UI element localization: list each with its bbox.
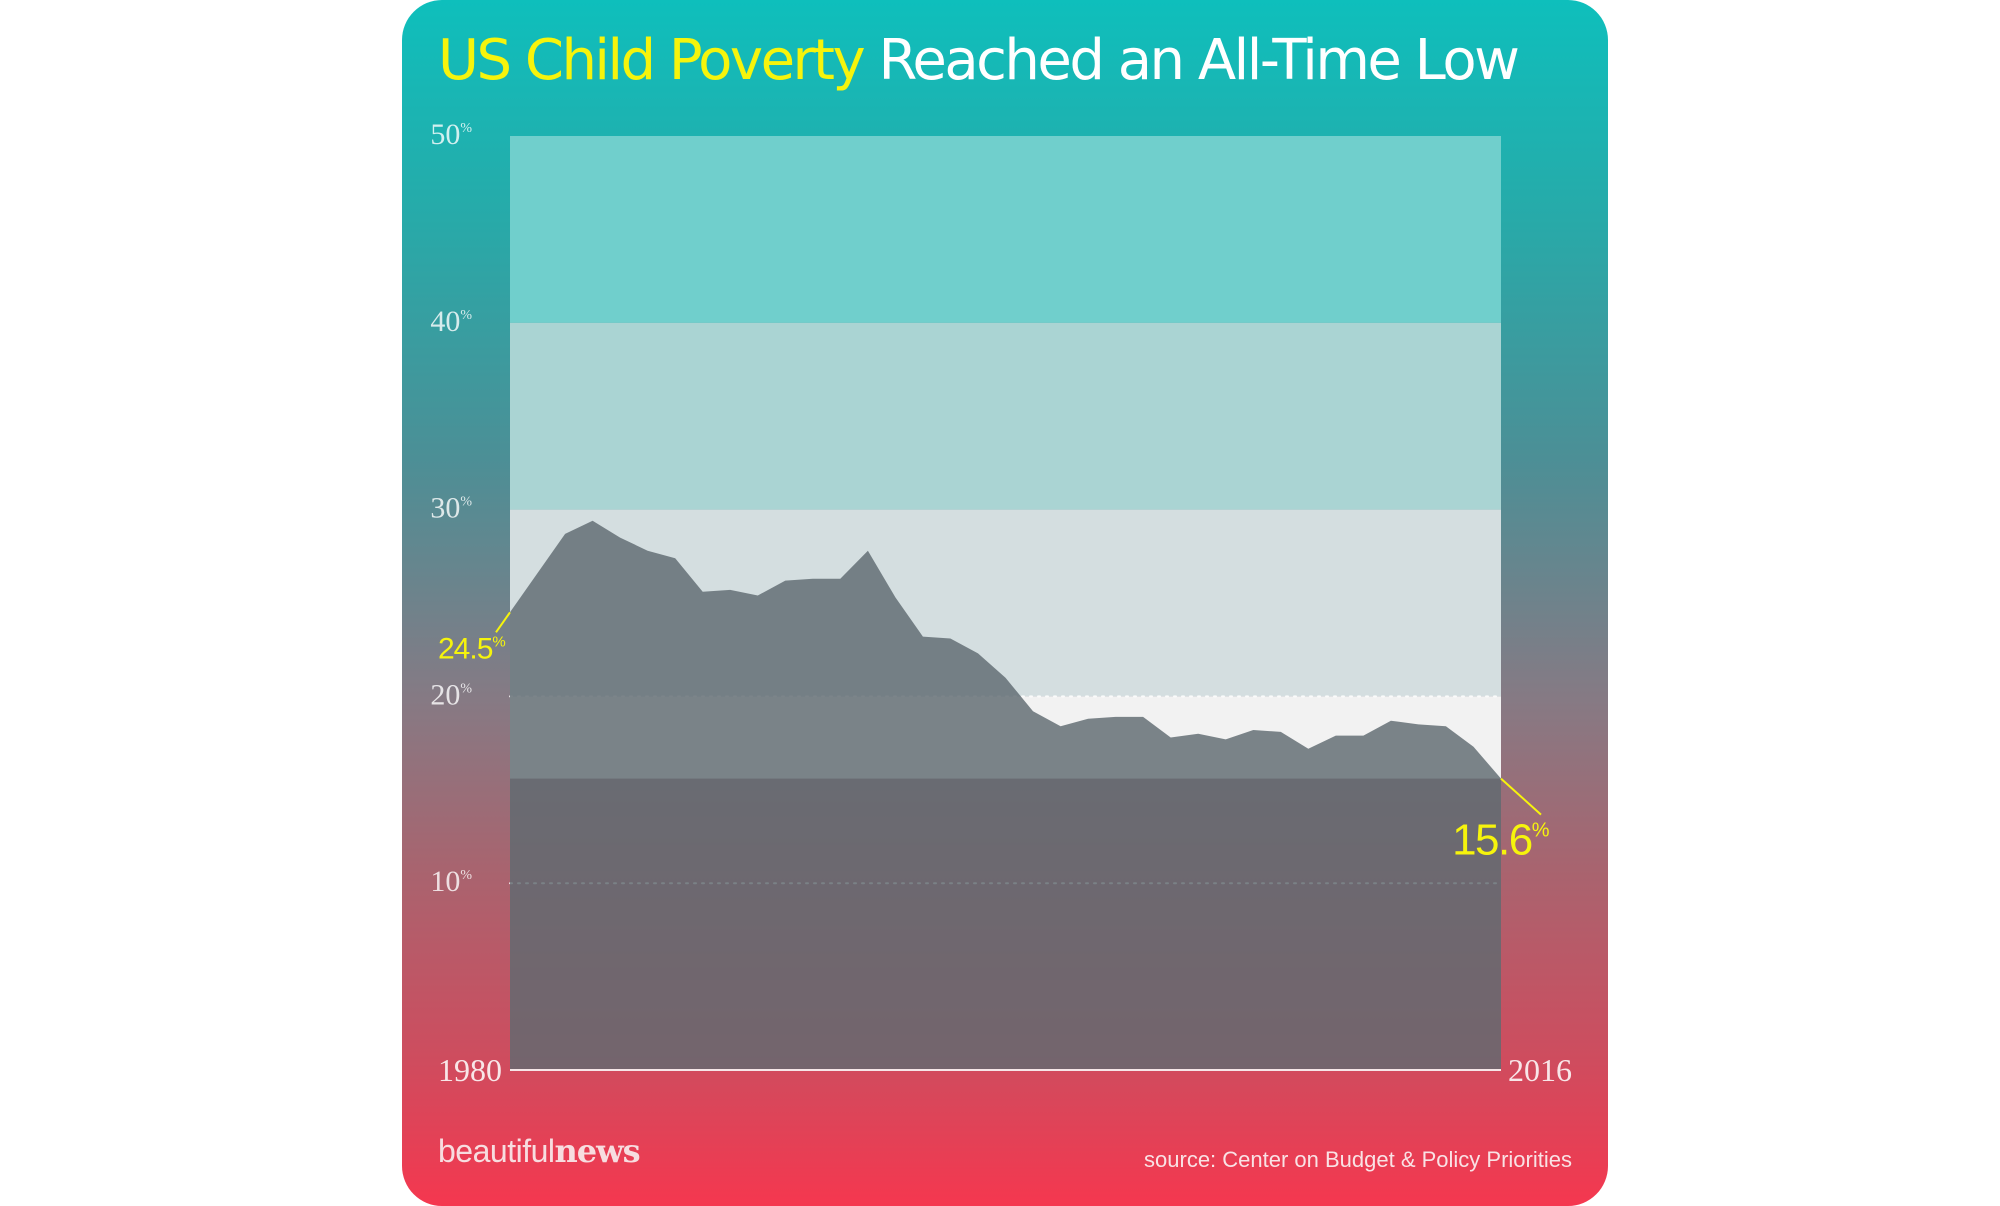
y-tick-label-40: 40% [430, 305, 472, 338]
poverty-area [510, 520, 1501, 1070]
y-tick-label-50: 50% [430, 118, 472, 151]
title-highlight: US Child Poverty [438, 28, 866, 93]
title-rest: Reached an All-Time Low [878, 28, 1519, 93]
infographic-card: US Child Poverty Reached an All-Time Low… [402, 0, 1608, 1206]
y-tick-label-20: 20% [430, 678, 472, 711]
brand-bold: news [554, 1132, 640, 1170]
annotations: 24.5% 15.6% [438, 611, 1551, 865]
y-tick-label-30: 30% [430, 492, 472, 525]
start-value-label: 24.5% [438, 632, 505, 665]
y-tick-label-10: 10% [430, 865, 472, 898]
page-title: US Child Poverty Reached an All-Time Low [438, 28, 1598, 93]
end-annotation-leader [1500, 777, 1542, 816]
brand-logo: beautifulnews [438, 1132, 641, 1170]
x-start-label: 1980 [438, 1052, 502, 1088]
y-axis-ticks: 50% 40% 30% 20% 10% [430, 118, 472, 898]
source-note: source: Center on Budget & Policy Priori… [1144, 1147, 1572, 1172]
band-30-40 [510, 322, 1501, 510]
brand-light: beautiful [438, 1133, 555, 1169]
end-value-label: 15.6% [1452, 816, 1550, 865]
poverty-area-chart: 50% 40% 30% 20% 10% 1980 2016 24.5% 15.6% [430, 118, 1572, 1088]
x-end-label: 2016 [1508, 1052, 1572, 1088]
band-40-50 [510, 136, 1501, 323]
start-annotation-leader [495, 611, 511, 633]
